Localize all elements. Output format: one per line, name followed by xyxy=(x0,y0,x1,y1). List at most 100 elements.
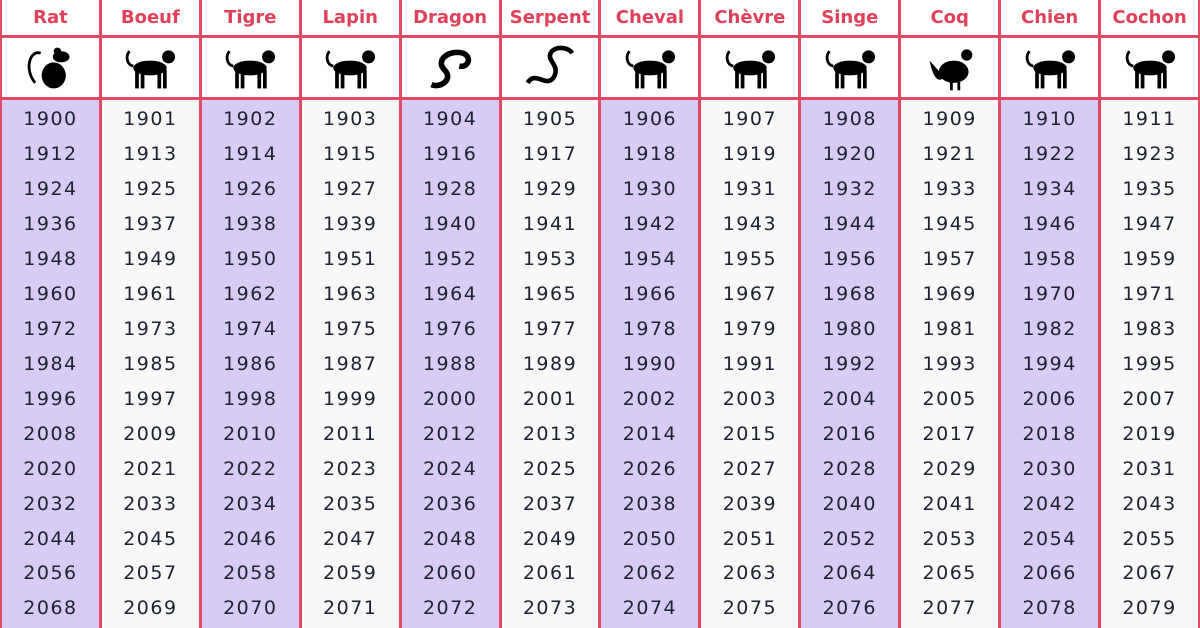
year-cell: 2031 xyxy=(1122,457,1177,480)
year-cell: 2061 xyxy=(522,562,578,585)
year-cell: 1986 xyxy=(223,352,278,375)
year-cell: 1928 xyxy=(422,178,478,201)
year-cell: 2025 xyxy=(522,457,578,480)
rabbit-icon xyxy=(301,38,399,97)
year-cell: 1918 xyxy=(622,143,678,166)
year-cell: 2038 xyxy=(622,492,678,515)
year-column: 1900 1912 1924 1936 1948 1960 1972 1984 1996 2008… xyxy=(2,100,99,628)
year-cell: 1904 xyxy=(422,108,478,131)
column-header: Singe xyxy=(801,0,899,35)
year-column: 1903 1915 1927 1939 1951 1963 1975 1987 1999 2011… xyxy=(301,100,399,628)
year-cell: 1929 xyxy=(522,178,578,201)
year-cell: 1965 xyxy=(522,283,578,306)
year-cell: 2028 xyxy=(822,457,877,480)
year-cell: 1913 xyxy=(123,143,178,166)
year-cell: 2049 xyxy=(522,527,578,550)
year-cell: 1944 xyxy=(822,213,877,236)
year-column: 1909 1921 1933 1945 1957 1969 1981 1993 2005 2017… xyxy=(901,100,999,628)
pig-icon xyxy=(1101,38,1198,97)
year-cell: 1901 xyxy=(123,108,178,131)
year-cell: 2008 xyxy=(23,422,78,445)
year-cell: 1941 xyxy=(522,213,578,236)
year-cell: 2063 xyxy=(722,562,778,585)
year-cell: 2077 xyxy=(922,597,977,620)
year-cell: 2003 xyxy=(722,387,778,410)
column-header: Dragon xyxy=(401,0,499,35)
dragon-icon xyxy=(401,38,499,97)
year-cell: 2056 xyxy=(23,562,78,585)
year-cell: 1942 xyxy=(622,213,678,236)
year-cell: 2015 xyxy=(722,422,778,445)
year-cell: 2026 xyxy=(622,457,678,480)
year-cell: 1964 xyxy=(422,283,478,306)
year-cell: 1908 xyxy=(822,108,877,131)
year-cell: 2001 xyxy=(522,387,578,410)
rooster-icon xyxy=(901,38,999,97)
year-cell: 1981 xyxy=(922,317,977,340)
year-cell: 1952 xyxy=(422,248,478,271)
year-cell: 1962 xyxy=(223,283,278,306)
year-cell: 2050 xyxy=(622,527,678,550)
year-cell: 1910 xyxy=(1022,108,1077,131)
ox-icon xyxy=(101,38,199,97)
year-cell: 1998 xyxy=(223,387,278,410)
year-column: 1910 1922 1934 1946 1958 1970 1982 1994 2006 2018… xyxy=(1001,100,1099,628)
year-cell: 2018 xyxy=(1022,422,1077,445)
year-cell: 1919 xyxy=(722,143,778,166)
year-cell: 1979 xyxy=(722,317,778,340)
year-cell: 1932 xyxy=(822,178,877,201)
year-cell: 1902 xyxy=(223,108,278,131)
year-cell: 1966 xyxy=(622,283,678,306)
year-cell: 2068 xyxy=(23,597,78,620)
year-cell: 2005 xyxy=(922,387,977,410)
tiger-icon xyxy=(201,38,299,97)
year-cell: 2024 xyxy=(422,457,478,480)
year-cell: 1954 xyxy=(622,248,678,271)
column-header: Chèvre xyxy=(701,0,799,35)
year-cell: 1978 xyxy=(622,317,678,340)
year-cell: 1949 xyxy=(123,248,178,271)
year-cell: 1923 xyxy=(1122,143,1177,166)
year-column: 1902 1914 1926 1938 1950 1962 1974 1986 1998 2010… xyxy=(201,100,299,628)
year-cell: 1921 xyxy=(922,143,977,166)
rat-icon xyxy=(2,38,99,97)
column-header: Cochon xyxy=(1101,0,1198,35)
year-cell: 2013 xyxy=(522,422,578,445)
year-cell: 2076 xyxy=(822,597,877,620)
year-column: 1908 1920 1932 1944 1956 1968 1980 1992 2004 2016… xyxy=(801,100,899,628)
year-cell: 1909 xyxy=(922,108,977,131)
year-cell: 2074 xyxy=(622,597,678,620)
year-cell: 1911 xyxy=(1122,108,1177,131)
year-cell: 2007 xyxy=(1122,387,1177,410)
year-cell: 2060 xyxy=(422,562,478,585)
year-cell: 1994 xyxy=(1022,352,1077,375)
dog-icon xyxy=(1001,38,1099,97)
year-cell: 2078 xyxy=(1022,597,1077,620)
year-cell: 1947 xyxy=(1122,213,1177,236)
year-cell: 2004 xyxy=(822,387,877,410)
year-cell: 1968 xyxy=(822,283,877,306)
column-header: Tigre xyxy=(201,0,299,35)
year-cell: 1974 xyxy=(223,317,278,340)
year-cell: 1970 xyxy=(1022,283,1077,306)
year-cell: 1991 xyxy=(722,352,778,375)
year-cell: 1938 xyxy=(223,213,278,236)
year-cell: 2073 xyxy=(522,597,578,620)
year-cell: 1951 xyxy=(323,248,378,271)
year-cell: 2036 xyxy=(422,492,478,515)
year-cell: 1984 xyxy=(23,352,78,375)
year-cell: 1905 xyxy=(522,108,578,131)
year-cell: 1999 xyxy=(323,387,378,410)
year-cell: 2037 xyxy=(522,492,578,515)
year-cell: 2041 xyxy=(922,492,977,515)
year-cell: 1906 xyxy=(622,108,678,131)
year-cell: 1959 xyxy=(1122,248,1177,271)
year-cell: 1976 xyxy=(422,317,478,340)
year-cell: 1987 xyxy=(323,352,378,375)
year-cell: 2043 xyxy=(1122,492,1177,515)
year-cell: 2069 xyxy=(123,597,178,620)
year-cell: 2064 xyxy=(822,562,877,585)
year-cell: 1926 xyxy=(223,178,278,201)
year-cell: 1934 xyxy=(1022,178,1077,201)
